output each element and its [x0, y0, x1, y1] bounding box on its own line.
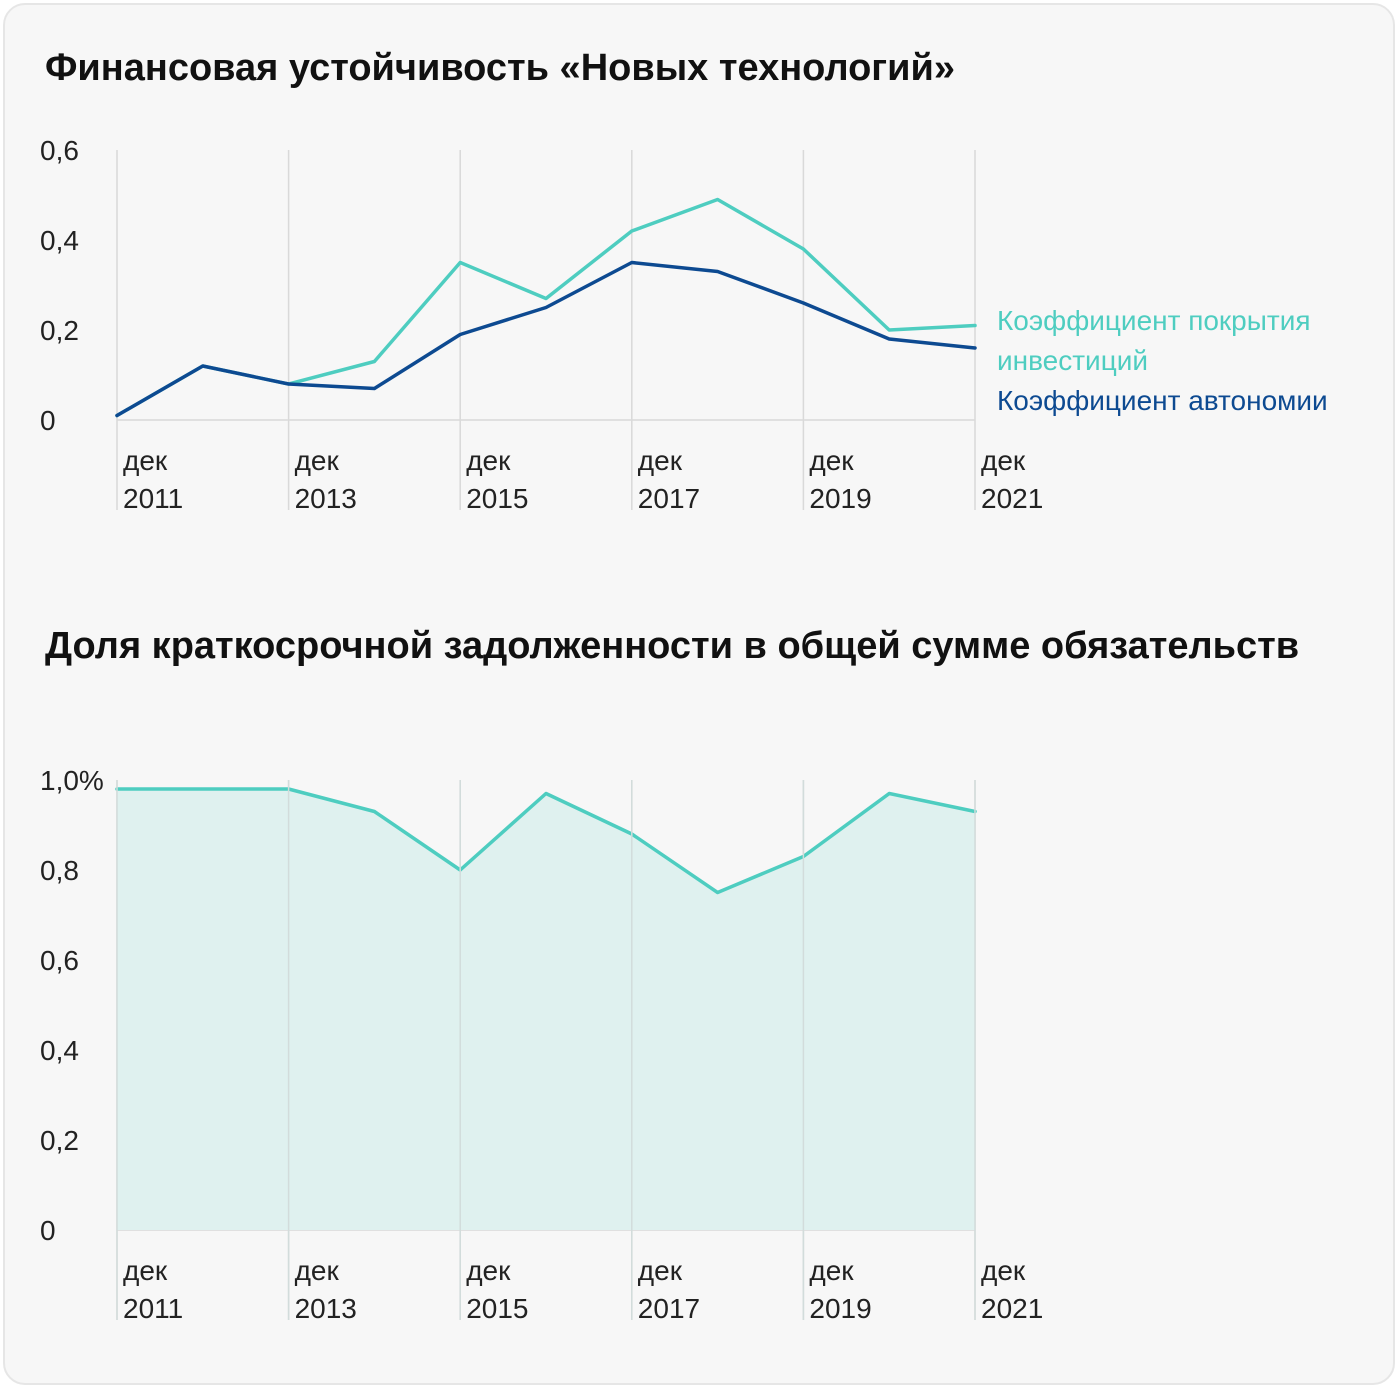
data-point: [201, 364, 205, 368]
chart-title-financial-stability: Финансовая устойчивость «Новых технологи…: [45, 47, 955, 89]
x-tick-label-year: 2015: [466, 483, 528, 514]
x-tick-label-year: 2017: [638, 1293, 700, 1324]
chart-title-short-term-debt-share: Доля краткосрочной задолженности в общей…: [45, 625, 1300, 667]
y-tick-label: 0: [40, 1215, 56, 1246]
data-point: [801, 301, 805, 305]
x-tick-label-year: 2013: [295, 1293, 357, 1324]
data-point: [716, 891, 720, 894]
x-tick-label-month: дек: [809, 1255, 854, 1286]
legend-label-2: Коэффициент автономии: [997, 385, 1328, 416]
y-tick-label: 1,0%: [40, 765, 104, 796]
y-tick-label: 0: [40, 405, 56, 436]
data-point: [973, 346, 977, 350]
data-point: [287, 382, 291, 386]
data-point: [887, 328, 891, 332]
data-point: [973, 324, 977, 327]
x-tick-label-month: дек: [981, 1255, 1026, 1286]
x-tick-label-year: 2015: [466, 1293, 528, 1324]
data-point: [458, 261, 462, 264]
legend-label-1: Коэффициент покрытия: [997, 305, 1311, 336]
x-tick-label-month: дек: [295, 1255, 340, 1286]
line-chart-financial-stability: 0 0,2 0,4 0,6 дек 2011 дек 2013 дек 2015 дек 2017 де…: [40, 135, 1328, 514]
data-point: [630, 261, 634, 264]
data-point: [458, 333, 462, 336]
legend-label-1: инвестиций: [997, 345, 1148, 376]
data-point: [716, 198, 720, 201]
data-point: [115, 414, 119, 417]
x-tick-label-year: 2011: [123, 483, 183, 514]
x-tick-label-year: 2019: [809, 483, 871, 514]
y-tick-label: 0,6: [40, 135, 79, 166]
y-tick-label: 0,2: [40, 1125, 79, 1156]
data-point: [544, 297, 548, 300]
x-tick-label-month: дек: [123, 1255, 168, 1286]
y-tick-label: 0,6: [40, 945, 79, 976]
x-tick-label-month: дек: [638, 445, 683, 476]
x-tick-label-year: 2017: [638, 483, 700, 514]
data-point: [201, 787, 205, 791]
data-point: [544, 792, 548, 795]
data-point: [372, 360, 376, 363]
x-tick-label-month: дек: [638, 1255, 683, 1286]
data-point: [801, 247, 805, 251]
data-point: [630, 229, 634, 233]
area-fill: [117, 789, 975, 1230]
data-point: [716, 270, 720, 273]
x-tick-label-month: дек: [466, 445, 511, 476]
x-tick-label-month: дек: [295, 445, 340, 476]
data-point: [544, 306, 548, 309]
y-tick-label: 0,4: [40, 225, 79, 256]
x-tick-label-month: дек: [466, 1255, 511, 1286]
y-tick-label: 0,4: [40, 1035, 79, 1066]
x-tick-label-month: дек: [981, 445, 1026, 476]
x-tick-label-year: 2021: [981, 483, 1043, 514]
data-point: [887, 337, 891, 341]
x-tick-label-year: 2013: [295, 483, 357, 514]
data-point: [372, 387, 376, 390]
data-point: [887, 792, 891, 795]
x-tick-label-year: 2021: [981, 1293, 1043, 1324]
data-point: [372, 810, 376, 813]
x-tick-label-month: дек: [123, 445, 168, 476]
y-tick-label: 0,2: [40, 315, 79, 346]
y-tick-label: 0,8: [40, 855, 79, 886]
x-tick-label-year: 2011: [123, 1293, 183, 1324]
x-tick-label-month: дек: [809, 445, 854, 476]
x-tick-label-year: 2019: [809, 1293, 871, 1324]
